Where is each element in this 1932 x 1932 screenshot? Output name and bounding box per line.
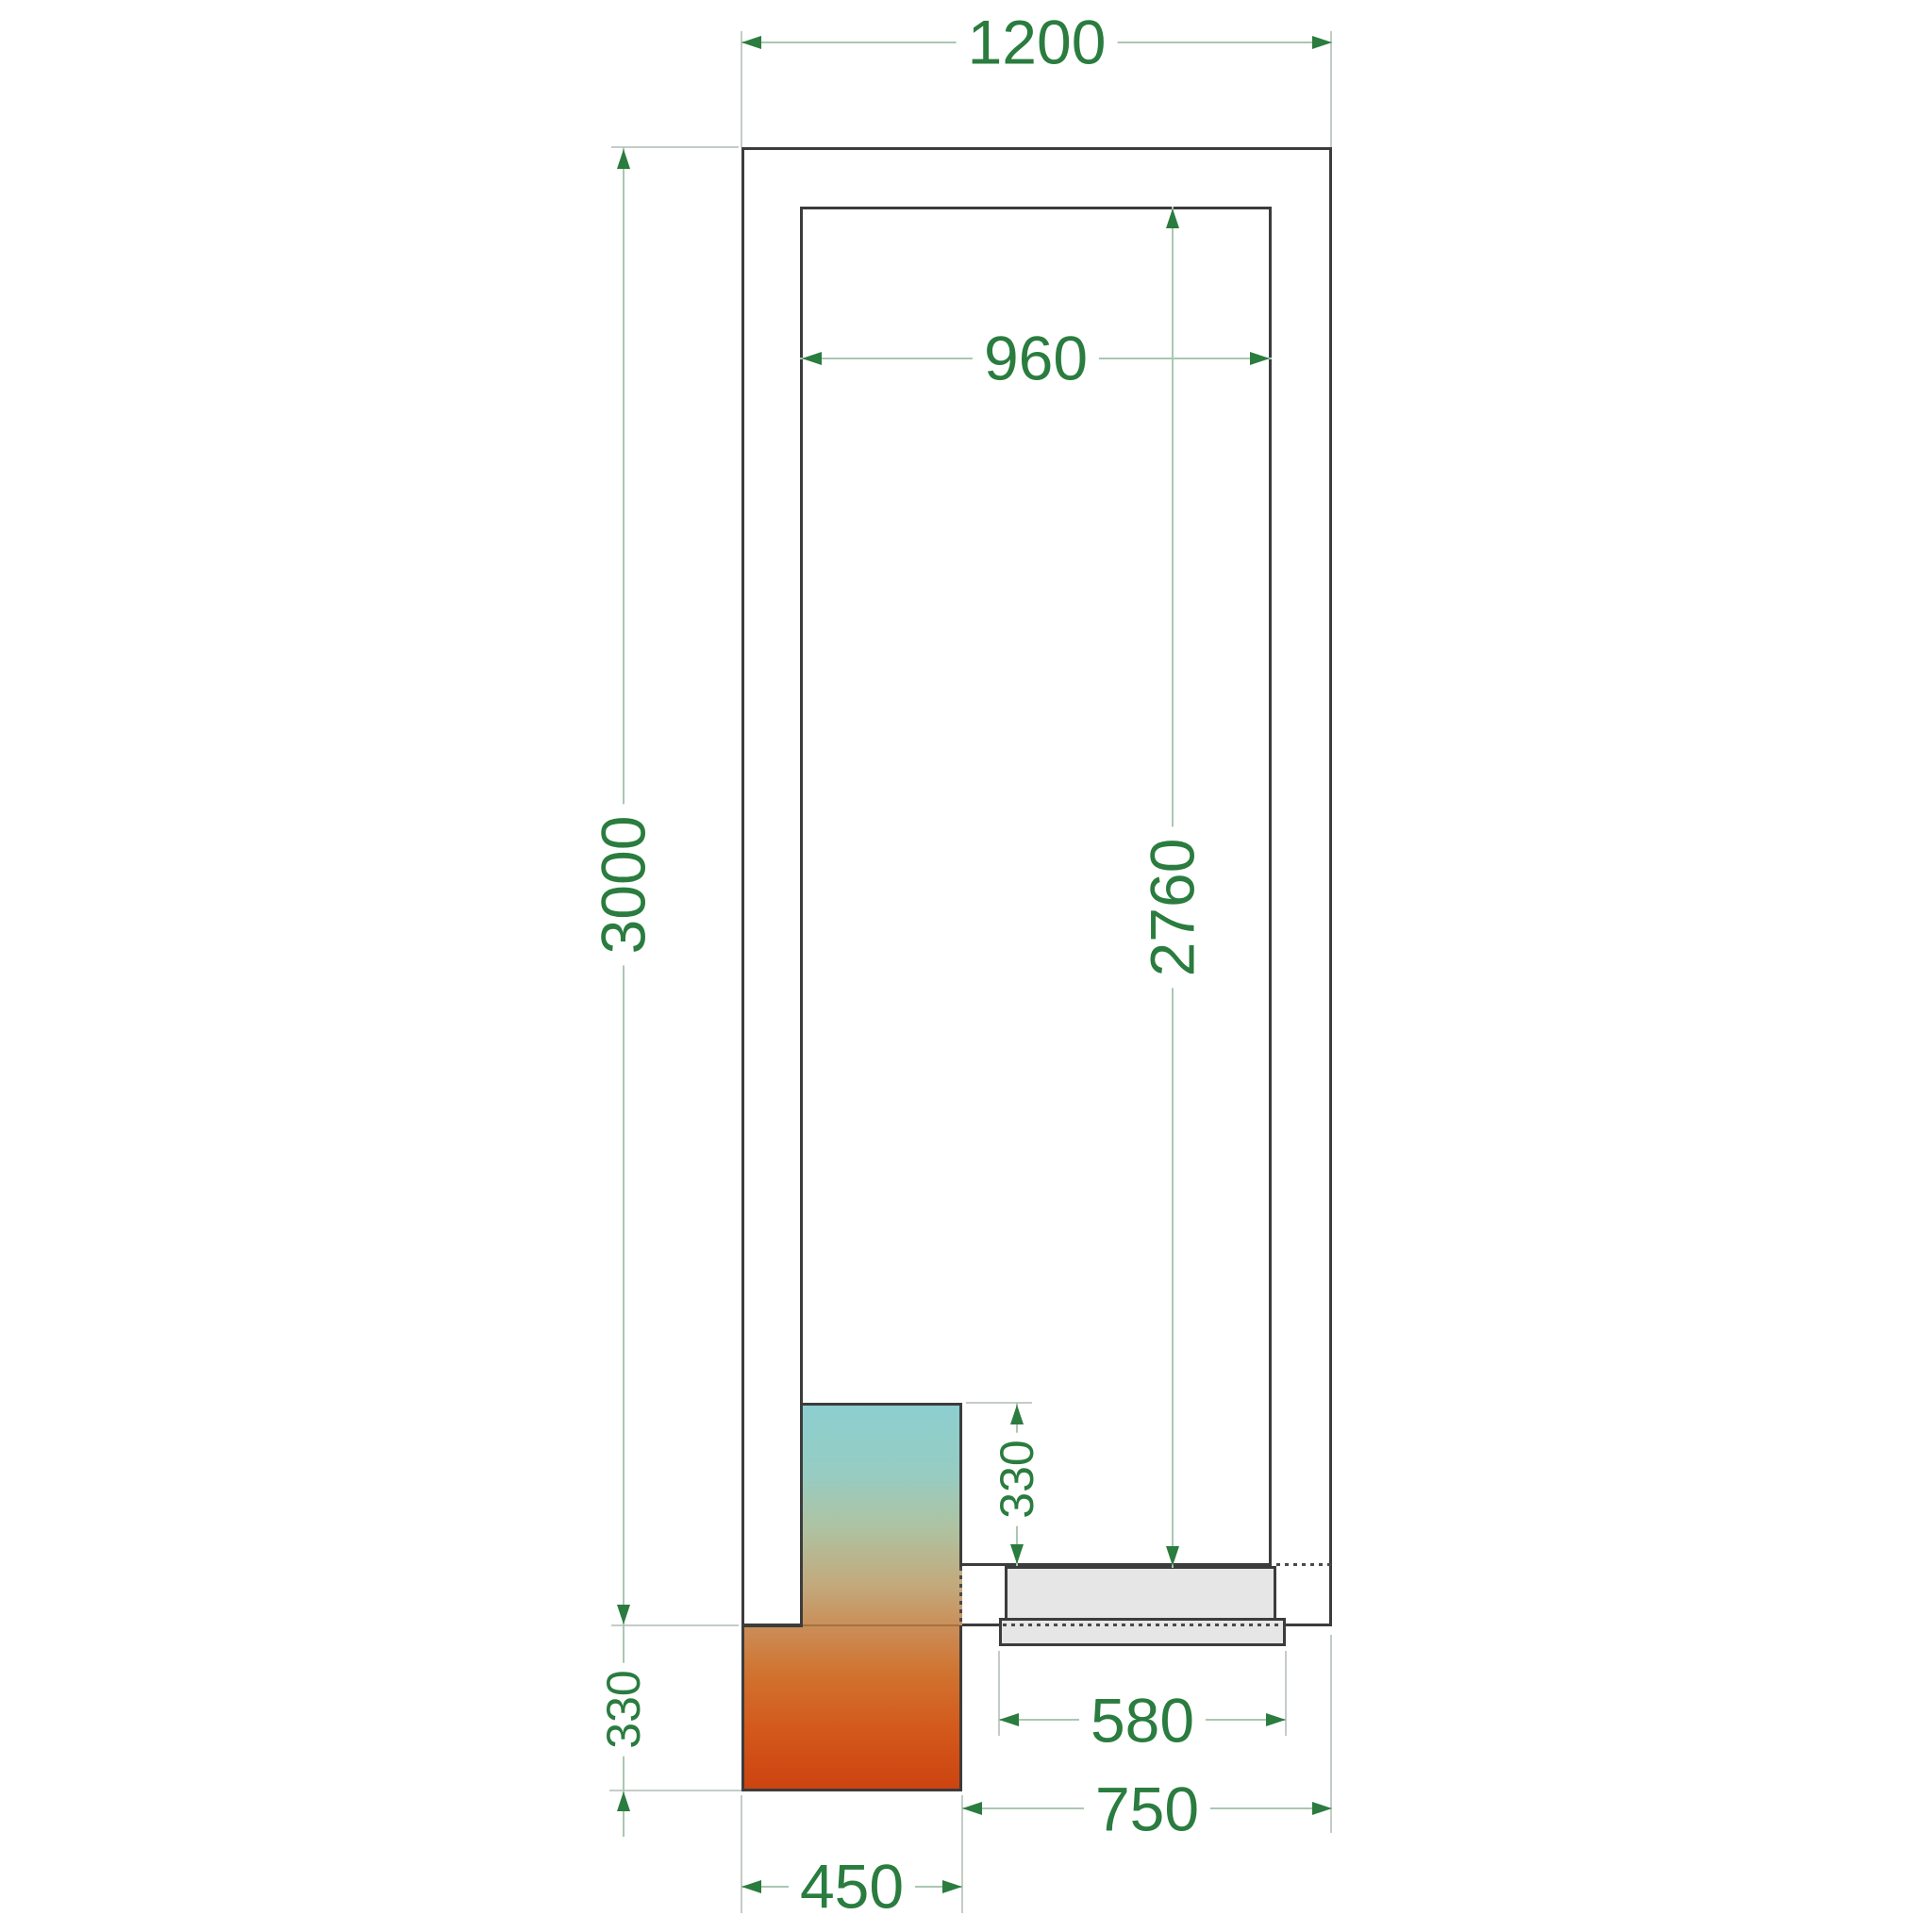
arrow-up-icon [617,149,630,169]
extension-line [1285,1651,1287,1736]
arrow-left-icon [741,1880,761,1893]
cooling-unit-edge [741,1624,744,1791]
extension-line [741,1795,742,1913]
arrow-up-icon [617,1791,630,1811]
arrow-right-icon [1250,352,1270,365]
extension-line [961,1795,963,1913]
extension-line [1330,31,1332,147]
cooling-unit-hidden-edge [959,1567,962,1625]
arrow-left-icon [999,1713,1019,1726]
threshold-hidden-line [1003,1624,1282,1626]
arrow-right-icon [1266,1713,1286,1726]
arrow-left-icon [741,36,761,49]
arrow-left-icon [802,352,822,365]
inner-wall-outline [800,207,1272,1566]
dim-label-unit-outside: 330 [597,1662,650,1757]
arrow-up-icon [1166,208,1179,228]
cooling-unit-edge [959,1625,962,1791]
dim-label-sill-width: 580 [1078,1688,1207,1754]
arrow-down-icon [1166,1546,1179,1566]
extension-line [1330,1635,1332,1833]
dim-label-unit-width: 450 [788,1854,916,1920]
extension-line [998,1651,1000,1736]
extension-line [609,1790,741,1791]
arrow-left-icon [962,1802,982,1815]
extension-line [611,1624,739,1626]
dim-label-outer-width: 1200 [956,9,1118,75]
wall-line-through-unit [803,1624,959,1626]
extension-line [966,1402,1032,1404]
arrow-down-icon [1010,1544,1024,1564]
dim-label-unit-inside: 330 [991,1432,1043,1526]
arrow-right-icon [942,1880,962,1893]
cooling-unit-edge [741,1789,962,1791]
dim-label-door-zone: 750 [1083,1776,1211,1842]
arrow-right-icon [1312,1802,1332,1815]
cooling-unit-edge [741,1624,803,1627]
dim-label-outer-depth: 3000 [588,804,658,966]
door-leaf [1005,1566,1276,1621]
arrow-right-icon [1312,36,1332,49]
cooling-unit-edge [959,1403,962,1567]
dim-label-inner-width: 960 [972,325,1100,391]
extension-line [611,146,739,148]
extension-line [741,31,742,147]
arrow-down-icon [617,1605,630,1624]
cooling-unit-edge [800,1403,803,1627]
dim-label-inner-depth: 2760 [1137,826,1207,989]
arrow-up-icon [1010,1405,1024,1424]
cooling-unit-edge [800,1403,962,1406]
door-sill [999,1618,1286,1646]
wall-hidden-line [1276,1563,1331,1566]
